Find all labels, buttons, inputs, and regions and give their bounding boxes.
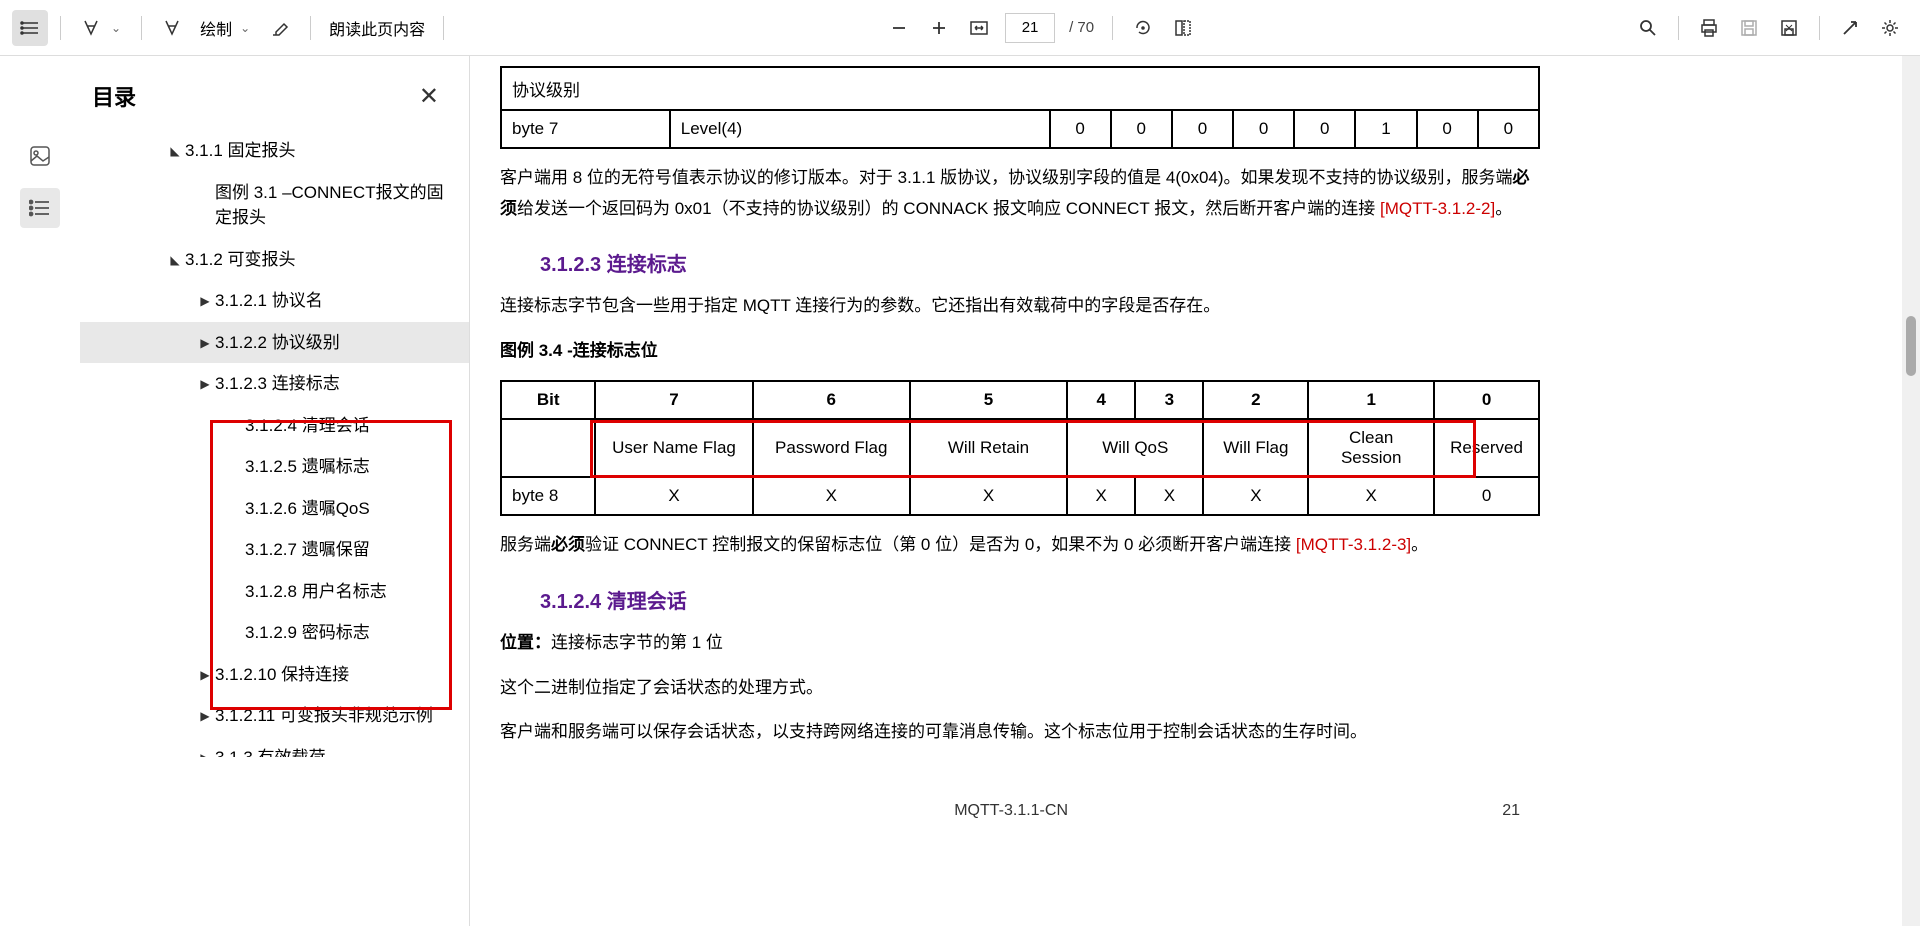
rotate-button[interactable] xyxy=(1125,10,1161,46)
paragraph: 客户端和服务端可以保存会话状态，以支持跨网络连接的可靠消息传输。这个标志位用于控… xyxy=(500,717,1540,748)
page-total-label: / 70 xyxy=(1063,19,1100,36)
erase-button[interactable] xyxy=(262,10,298,46)
sidebar: 目录 ✕ ◢3.1.1 固定报头图例 3.1 –CONNECT报文的固定报头◢3… xyxy=(0,56,470,926)
toc-item[interactable]: ▶3.1.3 有效载荷 xyxy=(80,737,469,757)
paragraph: 位置：连接标志字节的第 1 位 xyxy=(500,628,1540,659)
chevron-down-icon[interactable]: ⌄ xyxy=(240,21,258,35)
connect-flags-table: Bit76543210User Name FlagPassword FlagWi… xyxy=(500,380,1540,516)
table-of-contents: 目录 ✕ ◢3.1.1 固定报头图例 3.1 –CONNECT报文的固定报头◢3… xyxy=(80,56,469,926)
toc-item[interactable]: 3.1.2.6 遗嘱QoS xyxy=(80,488,469,530)
toc-item[interactable]: ▶3.1.2.1 协议名 xyxy=(80,280,469,322)
print-button[interactable] xyxy=(1691,10,1727,46)
toc-item[interactable]: ◢3.1.1 固定报头 xyxy=(80,130,469,172)
save-button[interactable] xyxy=(1731,10,1767,46)
page-view-button[interactable] xyxy=(1165,10,1201,46)
separator xyxy=(60,16,61,40)
search-button[interactable] xyxy=(1630,10,1666,46)
settings-button[interactable] xyxy=(1872,10,1908,46)
toc-item[interactable]: ▶3.1.2.2 协议级别 xyxy=(80,322,469,364)
highlight-button[interactable] xyxy=(73,10,109,46)
paragraph: 客户端用 8 位的无符号值表示协议的修订版本。对于 3.1.1 版协议，协议级别… xyxy=(500,163,1540,224)
close-icon[interactable]: ✕ xyxy=(419,82,439,111)
table-header: 协议级别 xyxy=(501,67,1539,110)
paragraph: 连接标志字节包含一些用于指定 MQTT 连接行为的参数。它还指出有效载荷中的字段… xyxy=(500,291,1540,322)
scrollbar[interactable] xyxy=(1902,56,1920,926)
separator xyxy=(310,16,311,40)
save-as-button[interactable] xyxy=(1771,10,1807,46)
toc-item[interactable]: ▶3.1.2.3 连接标志 xyxy=(80,363,469,405)
fit-width-button[interactable] xyxy=(961,10,997,46)
toc-item[interactable]: ▶3.1.2.11 可变报头非规范示例 xyxy=(80,695,469,737)
toc-item[interactable]: 3.1.2.8 用户名标志 xyxy=(80,571,469,613)
thumbnails-tab[interactable] xyxy=(20,136,60,176)
document-content: 协议级别 byte 7Level(4)00000100 客户端用 8 位的无符号… xyxy=(470,56,1902,926)
toolbar: ⌄ 绘制 ⌄ 朗读此页内容 / 70 xyxy=(0,0,1920,56)
fullscreen-button[interactable] xyxy=(1832,10,1868,46)
paragraph: 这个二进制位指定了会话状态的处理方式。 xyxy=(500,673,1540,704)
separator xyxy=(1678,16,1679,40)
separator xyxy=(1112,16,1113,40)
separator xyxy=(1819,16,1820,40)
draw-icon-button[interactable] xyxy=(154,10,190,46)
protocol-level-table: 协议级别 byte 7Level(4)00000100 xyxy=(500,66,1540,149)
toc-item[interactable]: 3.1.2.9 密码标志 xyxy=(80,612,469,654)
toc-item[interactable]: 图例 3.1 –CONNECT报文的固定报头 xyxy=(80,172,469,239)
toc-item[interactable]: 3.1.2.5 遗嘱标志 xyxy=(80,446,469,488)
zoom-in-button[interactable] xyxy=(921,10,957,46)
separator xyxy=(443,16,444,40)
chevron-down-icon[interactable]: ⌄ xyxy=(111,21,129,35)
page-number-input[interactable] xyxy=(1005,13,1055,43)
read-aloud-button[interactable]: 朗读此页内容 xyxy=(323,16,431,40)
outline-tab[interactable] xyxy=(20,188,60,228)
separator xyxy=(141,16,142,40)
zoom-out-button[interactable] xyxy=(881,10,917,46)
section-heading-3124: 3.1.2.4 清理会话 xyxy=(540,585,1540,614)
toc-title: 目录 xyxy=(92,80,136,112)
toc-item[interactable]: ▶3.1.2.10 保持连接 xyxy=(80,654,469,696)
figure-label: 图例 3.4 -连接标志位 xyxy=(500,336,1540,367)
page-footer: MQTT-3.1.1-CN 21 xyxy=(500,762,1540,820)
draw-button[interactable]: 绘制 xyxy=(194,16,238,40)
paragraph: 服务端必须验证 CONNECT 控制报文的保留标志位（第 0 位）是否为 0，如… xyxy=(500,530,1540,561)
toc-item[interactable]: ◢3.1.2 可变报头 xyxy=(80,239,469,281)
toc-item[interactable]: 3.1.2.7 遗嘱保留 xyxy=(80,529,469,571)
section-heading-3123: 3.1.2.3 连接标志 xyxy=(540,248,1540,277)
toc-item[interactable]: 3.1.2.4 清理会话 xyxy=(80,405,469,447)
sidebar-toggle-button[interactable] xyxy=(12,10,48,46)
